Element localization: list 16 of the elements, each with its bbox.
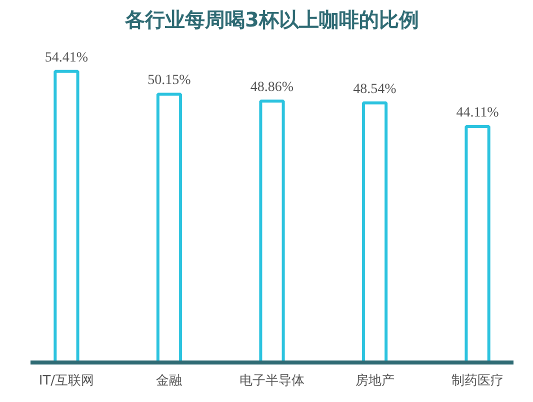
data-label: 44.11% [456,106,500,121]
data-label: 48.54% [353,82,397,97]
data-label: 54.41% [44,50,88,66]
x-tick-label: 房地产 [355,372,394,388]
data-label: 50.15% [148,73,192,88]
x-tick-label: 电子半导体 [240,374,304,388]
bar [464,125,490,362]
data-label: 48.86% [250,80,294,96]
bar [54,70,80,362]
bar [259,100,285,362]
chart-title: 各行业每周喝3杯以上咖啡的比例 [124,8,419,32]
x-tick-label: IT/互联网 [38,374,94,388]
x-tick-label: 制药医疗 [452,374,504,388]
x-tick-label: 金融 [156,374,182,388]
bar [156,92,182,362]
bar [362,101,388,362]
